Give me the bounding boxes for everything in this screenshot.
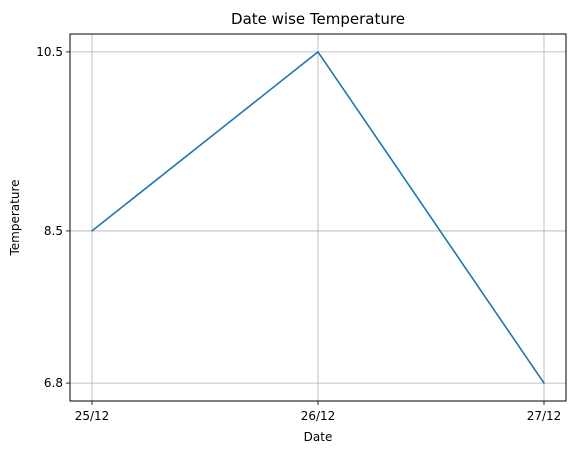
data-point (317, 51, 319, 53)
x-tick-label: 27/12 (527, 409, 562, 423)
y-tick-label: 6.8 (44, 376, 63, 390)
y-tick-label: 10.5 (36, 45, 63, 59)
series-layer (91, 51, 545, 384)
x-axis-label: Date (304, 430, 333, 444)
ticks: 25/12 26/12 27/12 6.8 8.5 10.5 (36, 45, 561, 423)
x-tick-label: 25/12 (75, 409, 110, 423)
chart-title: Date wise Temperature (231, 10, 405, 28)
data-point (543, 382, 545, 384)
y-axis-label: Temperature (8, 179, 22, 256)
x-tick-label: 26/12 (301, 409, 336, 423)
y-tick-label: 8.5 (44, 224, 63, 238)
data-point (91, 230, 93, 232)
